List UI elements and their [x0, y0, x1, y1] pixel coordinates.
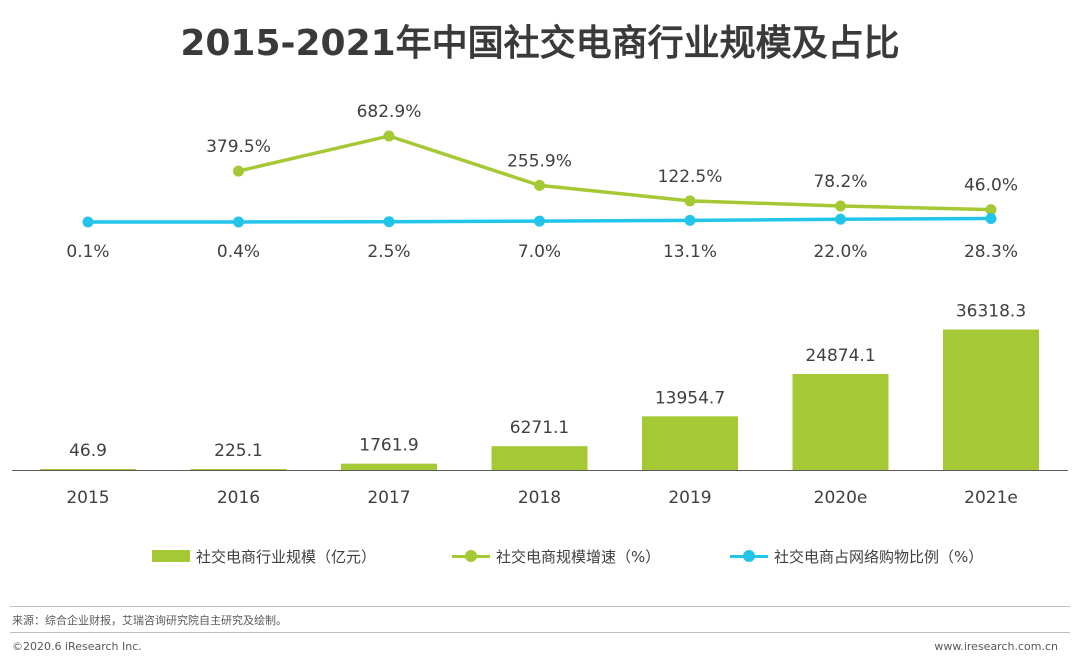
bar-2019	[642, 416, 738, 471]
share-label-2019: 13.1%	[663, 242, 717, 262]
growth-label-2021e: 46.0%	[964, 176, 1018, 196]
legend-label-scale: 社交电商行业规模（亿元）	[196, 547, 377, 566]
growth-label-2020e: 78.2%	[813, 172, 867, 192]
share-point-2018	[534, 215, 545, 227]
growth-label-2018: 255.9%	[507, 151, 572, 171]
share-point-2020e	[835, 213, 846, 225]
share-label-2016: 0.4%	[217, 242, 260, 262]
legend-swatch-scale	[152, 550, 190, 562]
bar-2016	[190, 469, 287, 471]
growth-point-2019	[684, 195, 696, 207]
x-tick-2021e: 2021e	[964, 488, 1018, 508]
share-label-2021e: 28.3%	[964, 242, 1018, 262]
bar-2018	[491, 446, 588, 471]
chart-title: 2015-2021年中国社交电商行业规模及占比	[180, 23, 900, 64]
legend-swatch-growth	[452, 550, 490, 562]
legend-item-growth: 社交电商规模增速（%）	[452, 544, 660, 568]
legend-item-scale: 社交电商行业规模（亿元）	[152, 544, 376, 568]
x-tick-2018: 2018	[518, 488, 561, 508]
legend: 社交电商行业规模（亿元） 社交电商规模增速（%） 社交电商占网络购物比例（%）	[0, 544, 1080, 568]
x-tick-2019: 2019	[668, 488, 711, 508]
share-point-2021e	[985, 213, 997, 224]
bar-label-2021e: 36318.3	[956, 302, 1026, 322]
bar-2021e	[943, 329, 1039, 471]
share-point-2016	[233, 216, 244, 228]
growth-label-2016: 379.5%	[206, 137, 271, 157]
legend-item-share: 社交电商占网络购物比例（%）	[730, 544, 983, 568]
legend-label-growth: 社交电商规模增速（%）	[496, 547, 661, 566]
growth-point-2021e	[985, 204, 997, 216]
growth-point-2018	[534, 179, 545, 191]
chart-canvas: 46.9 225.1 1761.9 6271.1 13954.7 24874.1 36318…	[12, 102, 1068, 508]
share-point-2017	[383, 216, 395, 228]
footer-divider-bottom	[10, 632, 1070, 633]
growth-point-2017	[383, 130, 395, 142]
share-label-2015: 0.1%	[66, 242, 109, 262]
website-text: www.iresearch.com.cn	[934, 640, 1058, 653]
growth-line	[238, 134, 992, 212]
growth-point-2016	[233, 165, 244, 177]
growth-point-2020e	[835, 200, 846, 212]
x-tick-2017: 2017	[367, 488, 410, 508]
legend-label-share: 社交电商占网络购物比例（%）	[774, 547, 984, 566]
bar-2015	[40, 469, 136, 471]
share-label-2018: 7.0%	[518, 242, 561, 262]
share-label-2017: 2.5%	[367, 242, 410, 262]
growth-label-2017: 682.9%	[357, 102, 422, 122]
bar-2017	[341, 463, 437, 471]
x-tick-2020e: 2020e	[814, 488, 868, 508]
bar-label-2018: 6271.1	[510, 418, 569, 438]
x-tick-2016: 2016	[217, 488, 260, 508]
growth-label-2019: 122.5%	[658, 167, 723, 187]
bar-label-2017: 1761.9	[359, 436, 418, 456]
share-point-2019	[684, 214, 696, 226]
source-note: 来源：综合企业财报，艾瑞咨询研究院自主研究及绘制。	[12, 614, 287, 627]
bar-label-2016: 225.1	[214, 441, 263, 461]
bar-label-2015: 46.9	[69, 441, 107, 461]
x-tick-2015: 2015	[66, 488, 109, 508]
legend-swatch-share	[730, 550, 768, 562]
footer-divider-top	[10, 606, 1070, 607]
copyright-text: ©2020.6 iResearch Inc.	[12, 640, 142, 653]
bar-2020e	[792, 373, 889, 471]
bar-label-2020e: 24874.1	[805, 346, 875, 366]
share-point-2015	[82, 216, 94, 228]
bar-label-2019: 13954.7	[655, 388, 725, 408]
share-label-2020e: 22.0%	[813, 242, 867, 262]
